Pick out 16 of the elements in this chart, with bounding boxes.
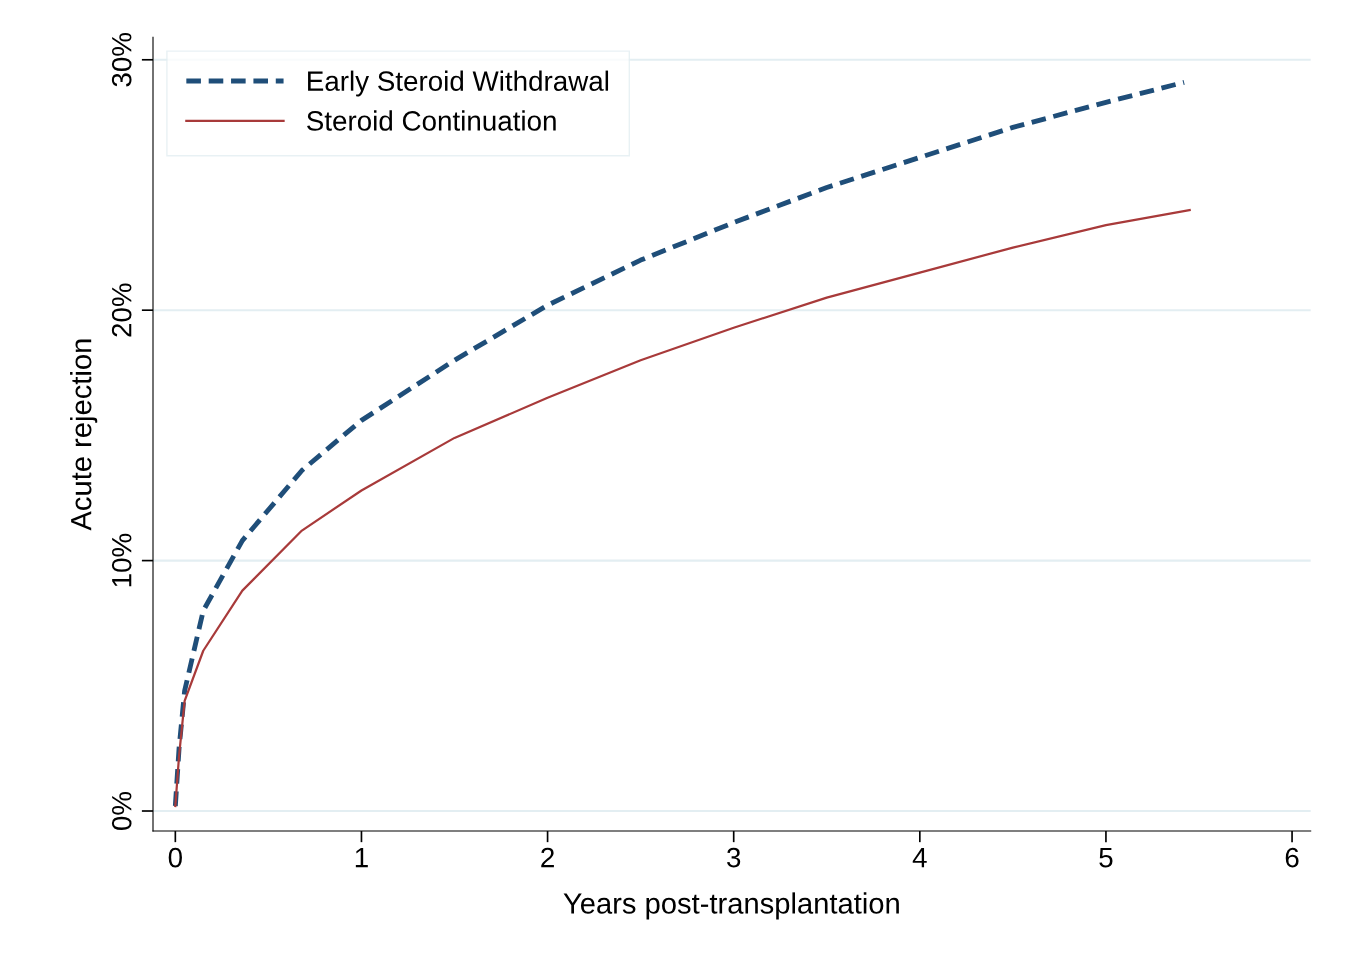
y-tick-label: 20%	[111, 283, 132, 337]
y-tick-label: 0%	[111, 791, 132, 830]
legend-label: Early Steroid Withdrawal	[308, 70, 609, 97]
y-tick-label: 30%	[111, 32, 132, 87]
line-series	[174, 208, 1191, 808]
x-tick-label: 3	[727, 847, 741, 868]
x-tick-label: 1	[355, 848, 368, 868]
x-tick-label: 5	[1099, 848, 1113, 868]
legend-label: Steroid Continuation	[307, 110, 556, 131]
x-tick-label: 6	[1285, 847, 1299, 868]
x-tick-label: 0	[168, 847, 182, 868]
x-tick-label: 2	[541, 847, 554, 868]
y-axis-title: Acute rejection	[70, 339, 98, 531]
x-axis-title: Years post-transplantation	[563, 892, 899, 920]
x-tick-label: 4	[912, 848, 927, 868]
y-tick-label: 10%	[111, 533, 132, 587]
